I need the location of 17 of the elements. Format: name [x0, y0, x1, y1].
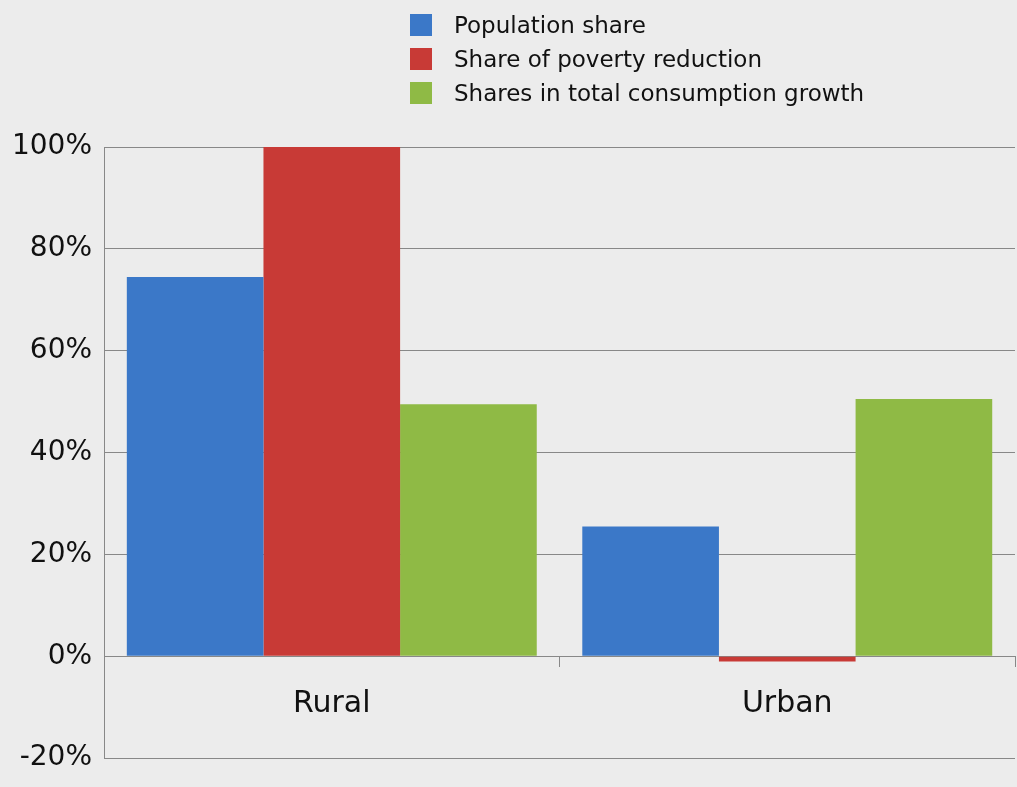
legend-label: Population share — [454, 12, 646, 38]
x-tick-label: Urban — [741, 684, 833, 720]
bar — [126, 276, 264, 656]
legend-label: Shares in total consumption growth — [454, 80, 865, 106]
y-tick-label: 0% — [47, 637, 93, 671]
legend-label: Share of poverty reduction — [454, 46, 762, 72]
x-tick-label: Rural — [293, 684, 371, 720]
y-tick-label: -20% — [19, 739, 93, 773]
y-tick-label: 20% — [29, 535, 93, 569]
bar — [400, 404, 537, 656]
y-tick-label: 60% — [29, 332, 93, 366]
y-tick-label: 80% — [29, 230, 93, 264]
y-tick-label: 100% — [11, 128, 93, 162]
bar — [855, 399, 993, 656]
bar — [263, 147, 401, 656]
bar — [582, 526, 719, 656]
y-tick-label: 40% — [29, 433, 93, 467]
